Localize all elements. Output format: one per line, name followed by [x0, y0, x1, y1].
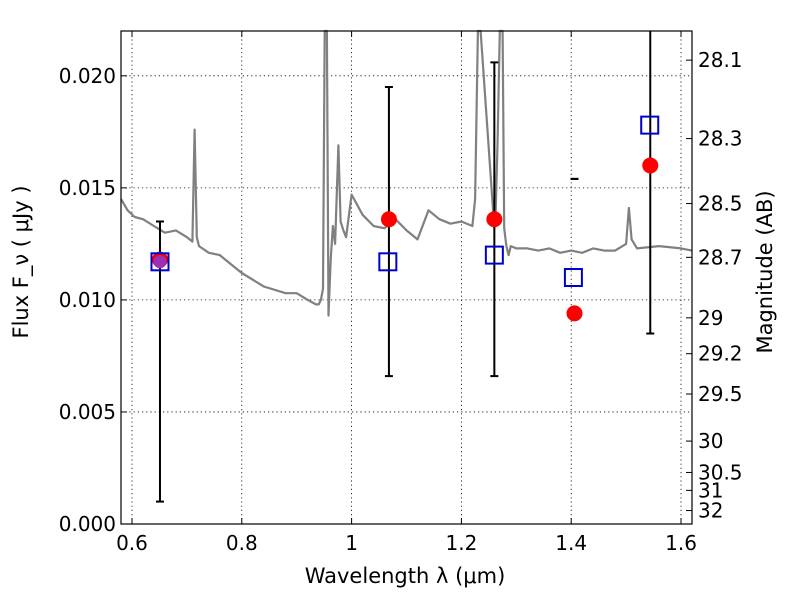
right-axis-label: Magnitude (AB) [753, 190, 777, 353]
model-square [150, 252, 170, 272]
x-tick-label: 0.6 [116, 531, 148, 555]
x-tick-label: 1 [345, 531, 358, 555]
y-tick-label: 0.015 [59, 176, 116, 200]
model-square [378, 252, 398, 272]
right-tick-label: 30 [698, 429, 723, 453]
right-tick-label: 32 [698, 499, 723, 523]
model-square [563, 268, 583, 287]
x-tick-label: 1.2 [445, 531, 477, 555]
x-tick-label: 0.8 [226, 531, 258, 555]
right-tick-label: 30.5 [698, 460, 743, 484]
x-tick-label: 1.6 [665, 531, 697, 555]
observed-point [486, 211, 503, 228]
error-bars [155, 31, 655, 503]
y-tick-label: 0.020 [59, 64, 116, 88]
spectrum-polyline [120, 29, 693, 317]
overlap-point [153, 255, 167, 269]
y-tick-label: 0.005 [59, 400, 116, 424]
plot-frame [120, 30, 693, 525]
right-tick-label: 31 [698, 478, 723, 502]
y-axis-label: Flux F_ν ( μJy ) [9, 185, 34, 338]
right-tick-label: 28.3 [698, 127, 743, 151]
y-tick-label: 0.010 [59, 288, 116, 312]
model-square [484, 245, 504, 265]
axis-ticks: 0.6 0.8 1 1.2 1.4 1.6 0.000 0.005 0.010 0.015 0.02… [59, 31, 743, 555]
x-axis-label: Wavelength λ (μm) [305, 564, 506, 588]
data-markers [150, 115, 660, 322]
right-tick-label: 28.5 [698, 192, 743, 216]
right-tick-label: 29.5 [698, 382, 743, 406]
right-tick-label: 29.2 [698, 342, 743, 366]
observed-point [566, 305, 583, 322]
y-tick-label: 0.000 [59, 512, 116, 536]
spectrum-line [120, 29, 693, 317]
observed-point [380, 211, 397, 228]
x-tick-label: 1.4 [555, 531, 587, 555]
model-square [640, 115, 660, 135]
right-tick-label: 28.1 [698, 48, 743, 72]
right-tick-label: 28.7 [698, 245, 743, 269]
observed-point [642, 157, 659, 174]
grid-lines [121, 31, 692, 524]
right-tick-label: 29 [698, 306, 723, 330]
